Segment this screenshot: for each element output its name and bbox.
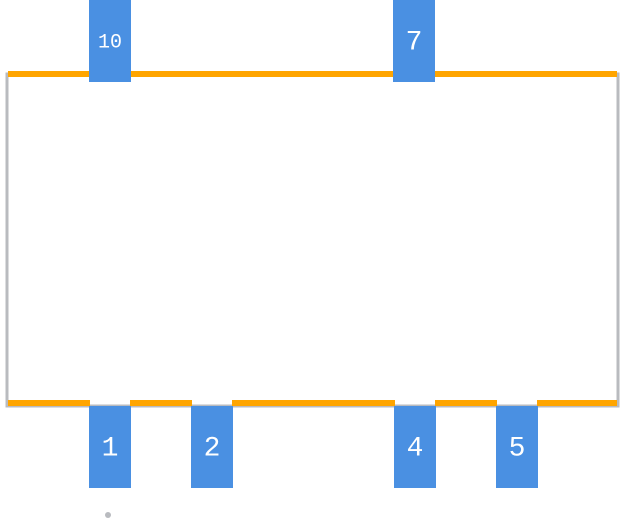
pin1-marker	[105, 512, 111, 518]
silkscreen-bottom-4	[537, 400, 617, 406]
silkscreen-bottom-1	[130, 400, 192, 406]
pad-label-7: 7	[406, 27, 423, 58]
footprint-diagram: 10 7 1 2 4 5	[0, 0, 625, 520]
pad-label-10: 10	[98, 31, 122, 54]
pad-label-4: 4	[407, 433, 424, 464]
pad-label-2: 2	[204, 433, 221, 464]
silkscreen-top-1	[130, 71, 394, 77]
silkscreen-bottom-2	[232, 400, 395, 406]
silkscreen-bottom-0	[8, 400, 90, 406]
silkscreen-bottom-3	[435, 400, 497, 406]
silkscreen-top-2	[434, 71, 617, 77]
pad-label-1: 1	[102, 433, 119, 464]
pad-label-5: 5	[509, 433, 526, 464]
silkscreen-top-0	[8, 71, 90, 77]
component-body-outline	[7, 74, 618, 406]
